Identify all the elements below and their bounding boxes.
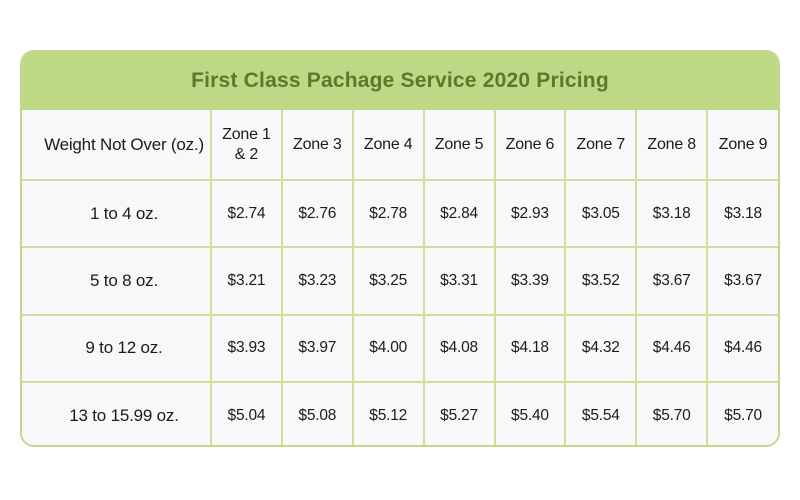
header-row: Weight Not Over (oz.) Zone 1 & 2 Zone 3 … xyxy=(22,110,778,181)
price-cell: $3.52 xyxy=(564,246,638,316)
price-cell: $3.05 xyxy=(564,178,638,249)
zone-column-header: Zone 1 & 2 xyxy=(210,110,283,181)
price-cell: $3.18 xyxy=(635,178,709,249)
price-cell: $4.32 xyxy=(564,313,638,383)
zone-column-header: Zone 3 xyxy=(280,110,354,181)
zone-column-header: Zone 5 xyxy=(422,110,496,181)
table-row: 9 to 12 oz. $3.93 $3.97 $4.00 $4.08 $4.1… xyxy=(22,313,778,383)
price-cell: $3.97 xyxy=(280,313,354,383)
price-cell: $2.93 xyxy=(493,178,567,249)
zone-column-header: Zone 9 xyxy=(706,110,778,181)
price-cell: $5.70 xyxy=(635,380,709,445)
table-row: 5 to 8 oz. $3.21 $3.23 $3.25 $3.31 $3.39… xyxy=(22,246,778,316)
zone-column-header: Zone 7 xyxy=(564,110,638,181)
price-cell: $2.74 xyxy=(210,178,283,249)
zone-column-header: Zone 6 xyxy=(493,110,567,181)
price-cell: $4.46 xyxy=(706,313,778,383)
pricing-table-card: First Class Pachage Service 2020 Pricing… xyxy=(20,50,780,447)
page-title: First Class Pachage Service 2020 Pricing xyxy=(191,69,609,92)
table-row: 13 to 15.99 oz. $5.04 $5.08 $5.12 $5.27 … xyxy=(22,380,778,445)
price-cell: $3.25 xyxy=(351,246,425,316)
price-cell: $5.40 xyxy=(493,380,567,445)
price-cell: $2.84 xyxy=(422,178,496,249)
price-cell: $5.08 xyxy=(280,380,354,445)
weight-range-label: 1 to 4 oz. xyxy=(22,178,212,249)
price-cell: $3.21 xyxy=(210,246,283,316)
weight-range-label: 5 to 8 oz. xyxy=(22,246,212,316)
price-cell: $5.70 xyxy=(706,380,778,445)
price-cell: $5.04 xyxy=(210,380,283,445)
price-cell: $4.00 xyxy=(351,313,425,383)
price-cell: $5.12 xyxy=(351,380,425,445)
table-row: 1 to 4 oz. $2.74 $2.76 $2.78 $2.84 $2.93… xyxy=(22,178,778,249)
price-cell: $4.08 xyxy=(422,313,496,383)
zone-column-header: Zone 8 xyxy=(635,110,709,181)
pricing-table: Weight Not Over (oz.) Zone 1 & 2 Zone 3 … xyxy=(22,110,778,445)
price-cell: $2.78 xyxy=(351,178,425,249)
price-cell: $5.27 xyxy=(422,380,496,445)
price-cell: $3.67 xyxy=(635,246,709,316)
price-cell: $3.31 xyxy=(422,246,496,316)
table-title-bar: First Class Pachage Service 2020 Pricing xyxy=(22,52,778,110)
price-cell: $4.18 xyxy=(493,313,567,383)
price-cell: $3.23 xyxy=(280,246,354,316)
price-cell: $4.46 xyxy=(635,313,709,383)
weight-column-header: Weight Not Over (oz.) xyxy=(22,110,212,181)
price-cell: $3.18 xyxy=(706,178,778,249)
price-cell: $3.93 xyxy=(210,313,283,383)
weight-range-label: 9 to 12 oz. xyxy=(22,313,212,383)
price-cell: $3.39 xyxy=(493,246,567,316)
price-cell: $5.54 xyxy=(564,380,638,445)
price-cell: $2.76 xyxy=(280,178,354,249)
price-cell: $3.67 xyxy=(706,246,778,316)
weight-range-label: 13 to 15.99 oz. xyxy=(22,380,212,445)
zone-column-header: Zone 4 xyxy=(351,110,425,181)
